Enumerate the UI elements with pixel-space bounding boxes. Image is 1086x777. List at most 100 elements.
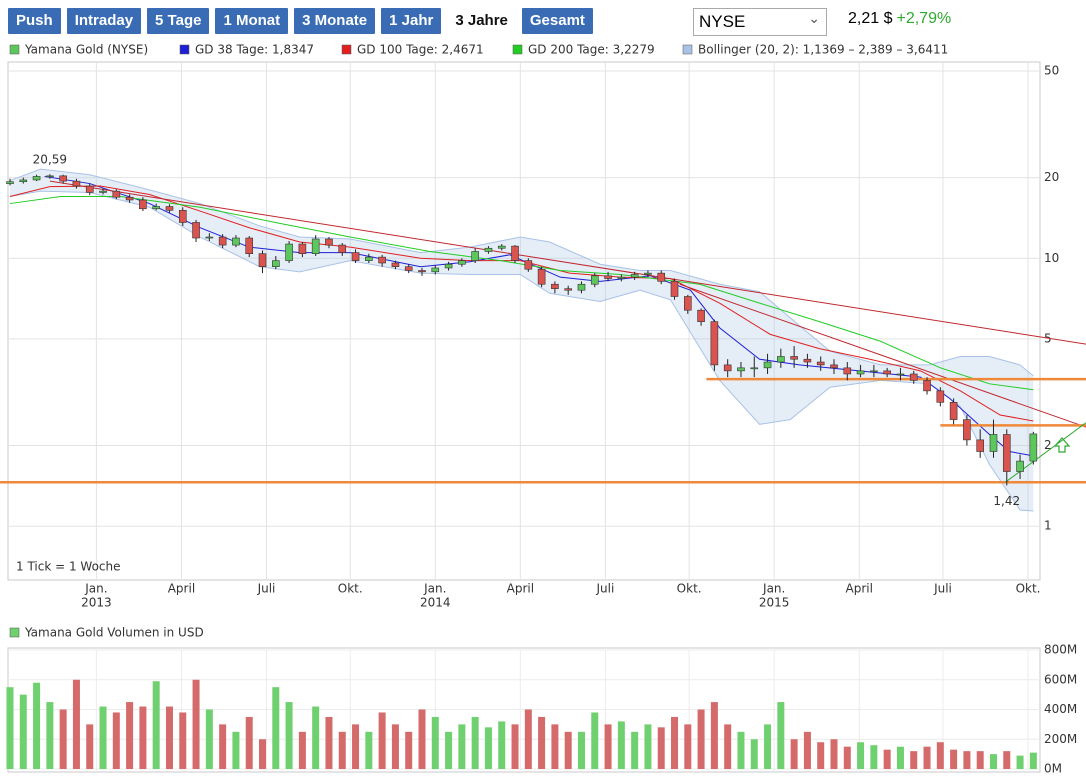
candle-body [670, 281, 679, 297]
volume-bar [59, 709, 67, 769]
candle-body [976, 439, 984, 452]
candle-body [777, 356, 785, 363]
candle-body [843, 367, 852, 375]
candle-body [909, 373, 918, 381]
volume-bar [617, 721, 625, 769]
candle-body [723, 364, 732, 372]
legend-swatch [9, 627, 20, 638]
volume-bar [285, 702, 293, 769]
volume-bar [591, 712, 599, 769]
level-line [1005, 422, 1086, 483]
volume-bar [298, 731, 306, 769]
candle-body [750, 367, 759, 370]
x-tick-label: Jan. [423, 582, 446, 596]
candle-body [338, 244, 347, 253]
volume-bar [817, 742, 825, 769]
volume-bar [671, 716, 679, 769]
candle-body [896, 373, 905, 376]
volume-bar [577, 731, 585, 769]
candle-body [351, 252, 360, 261]
candle-body [684, 296, 692, 311]
volume-bar [192, 679, 200, 769]
candle-body [152, 206, 160, 210]
volume-bar [511, 724, 519, 769]
y-tick-label: 200M [1044, 732, 1077, 746]
volume-bar [179, 712, 187, 769]
x-year-label: 2014 [420, 596, 451, 610]
tab[interactable]: 1 Monat [215, 8, 289, 34]
candle-body [272, 260, 280, 268]
tab[interactable]: 3 Jahre [447, 8, 516, 34]
volume-bar [684, 724, 692, 769]
candle-body [537, 268, 546, 285]
change: +2,79% [896, 10, 952, 27]
volume-bar [910, 751, 918, 769]
candle-body [617, 276, 626, 279]
volume-bar [963, 751, 971, 769]
volume-bar [259, 739, 267, 769]
legend-swatch [341, 44, 352, 55]
tab[interactable]: 1 Jahr [381, 8, 442, 34]
candle-body [365, 256, 373, 261]
volume-bar [6, 687, 14, 769]
candle-body [311, 238, 320, 254]
tab[interactable]: Intraday [66, 8, 142, 34]
legend-swatch [512, 44, 523, 55]
candle-body [325, 238, 333, 246]
volume-bar [126, 702, 134, 769]
volume-bar [564, 731, 572, 769]
candle-body [590, 275, 599, 285]
candle-body [790, 356, 798, 360]
volume-bar [365, 731, 373, 769]
volume-bar [378, 712, 386, 769]
x-tick-label: Juli [595, 582, 614, 596]
quote: 2,21 $ +2,79% [848, 10, 951, 28]
volume-bar [325, 716, 333, 769]
volume-bar [870, 745, 878, 769]
candle-body [99, 190, 107, 193]
volume-bar [764, 724, 772, 769]
volume-bar [883, 749, 891, 769]
tab[interactable]: Gesamt [521, 8, 593, 34]
candle-body [989, 434, 998, 452]
legend-swatch [179, 44, 190, 55]
candle-body [484, 247, 493, 252]
volume-bar [976, 751, 984, 769]
candle-body [604, 275, 612, 279]
x-tick-label: April [168, 582, 195, 596]
candle-body [1029, 433, 1038, 462]
candle-body [763, 361, 772, 369]
volume-bar [657, 727, 665, 769]
exchange-select[interactable]: NYSE [693, 5, 827, 36]
tab[interactable]: 5 Tage [147, 8, 210, 34]
candle-body [32, 176, 41, 181]
y-tick-label: 400M [1044, 702, 1077, 716]
y-tick-label: 1 [1044, 519, 1052, 533]
x-year-label: 2015 [759, 596, 790, 610]
tab[interactable]: Push [8, 8, 61, 34]
candle-body [577, 283, 586, 291]
candle-body [431, 267, 440, 273]
volume-bar [896, 746, 904, 769]
candle-body [856, 370, 865, 375]
x-tick-label: Juli [933, 582, 952, 596]
candle-body [46, 175, 54, 178]
candle-body [870, 370, 878, 373]
candle-body [1016, 460, 1024, 472]
tab[interactable]: 3 Monate [294, 8, 376, 34]
candle-body [497, 245, 506, 249]
legend-label: GD 38 Tage: 1,8347 [195, 43, 314, 57]
candle-body [883, 370, 891, 375]
y-tick-label: 600M [1044, 672, 1077, 686]
volume-bar [46, 702, 54, 769]
volume-bar [165, 706, 173, 769]
volume-bar [644, 724, 652, 769]
legend-label: Bollinger (20, 2): 1,1369 – 2,389 – 3,64… [698, 43, 948, 57]
price: 2,21 $ [848, 10, 893, 27]
volume-bar [312, 706, 320, 769]
candle-body [192, 222, 200, 239]
volume-bar [538, 716, 546, 769]
candle-body [697, 309, 705, 322]
